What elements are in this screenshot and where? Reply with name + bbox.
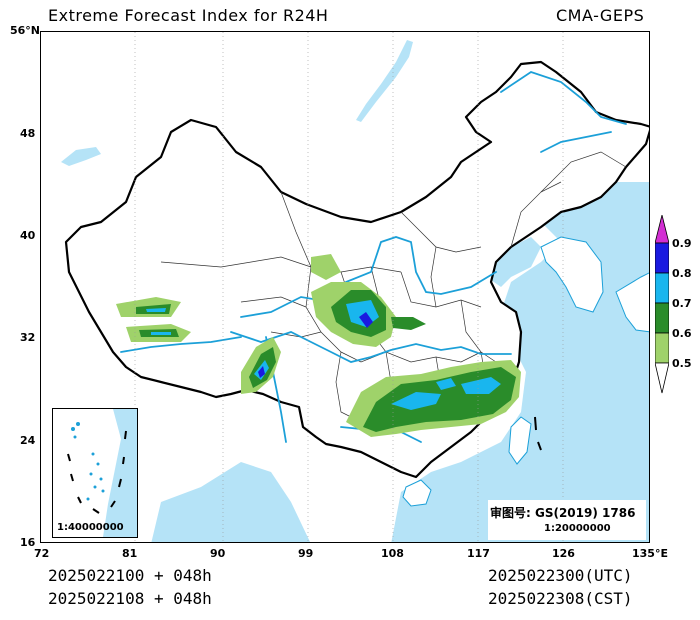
legend-swatch-07-08 xyxy=(655,272,669,304)
legend-swatch-above-09 xyxy=(655,215,669,244)
lon-tick-72: 72 xyxy=(34,547,50,560)
lat-tick-16: 16 xyxy=(20,536,36,549)
songhua-river xyxy=(540,131,612,153)
neighbor-land xyxy=(402,236,649,507)
lon-tick-126: 126 xyxy=(552,547,575,560)
lon-tick-117: 117 xyxy=(467,547,490,560)
map-canvas xyxy=(61,32,649,542)
lon-tick-90: 90 xyxy=(210,547,226,560)
approval-scale: 1:20000000 xyxy=(544,523,611,534)
lon-tick-108: 108 xyxy=(381,547,404,560)
bay-of-bengal xyxy=(151,462,311,542)
balkhash-lake xyxy=(61,147,101,166)
approval-box: 审图号: GS(2019) 1786 1:20000000 xyxy=(488,500,646,540)
lon-tick-81: 81 xyxy=(122,547,138,560)
lon-tick-99: 99 xyxy=(298,547,314,560)
legend-swatch-06-07 xyxy=(655,302,669,334)
grid-lines xyxy=(134,32,564,542)
lat-tick-32: 32 xyxy=(20,331,36,344)
lon-tick-135: 135°E xyxy=(632,547,668,560)
legend-label-07: 0.7 xyxy=(672,297,692,310)
baikal-lake xyxy=(356,40,413,122)
approval-number: 审图号: GS(2019) 1786 xyxy=(490,506,636,520)
taiwan-island xyxy=(508,416,532,465)
map-frame xyxy=(40,31,650,543)
legend-label-06: 0.6 xyxy=(672,327,692,340)
legend-label-08: 0.8 xyxy=(672,267,692,280)
nine-dash-line xyxy=(534,416,542,451)
inset-canvas xyxy=(53,409,137,537)
yellow-river xyxy=(240,236,497,318)
legend-swatch-05-06 xyxy=(655,332,669,364)
init-time-utc: 2025022100 + 048h xyxy=(48,566,212,585)
yangtze-river xyxy=(230,331,512,363)
init-time-cst: 2025022108 + 048h xyxy=(48,589,212,608)
yarlung-river xyxy=(120,336,242,353)
amur-river xyxy=(500,71,627,125)
efi-contours xyxy=(116,254,521,437)
model-name: CMA-GEPS xyxy=(556,6,645,25)
legend-colorbar xyxy=(655,215,669,394)
lat-tick-24: 24 xyxy=(20,434,36,447)
valid-time-utc: 2025022300(UTC) xyxy=(488,566,633,585)
legend-label-09: 0.9 xyxy=(672,237,692,250)
lat-tick-40: 40 xyxy=(20,229,36,242)
legend-swatch-below-05 xyxy=(655,362,669,394)
legend-label-05: 0.5 xyxy=(672,357,692,370)
lat-tick-56: 56°N xyxy=(10,24,41,37)
south-china-sea-inset: 1:40000000 xyxy=(52,408,138,538)
map-title: Extreme Forecast Index for R24H xyxy=(48,6,329,25)
bohai-sea xyxy=(491,237,541,287)
korean-peninsula xyxy=(540,236,604,313)
legend-swatch-08-09 xyxy=(655,242,669,274)
inset-scale: 1:40000000 xyxy=(57,522,124,533)
lat-tick-48: 48 xyxy=(20,127,36,140)
japan-kyushu xyxy=(615,272,649,333)
hainan-island xyxy=(402,479,432,507)
efi-region-qinghai xyxy=(311,254,341,280)
valid-time-cst: 2025022308(CST) xyxy=(488,589,633,608)
